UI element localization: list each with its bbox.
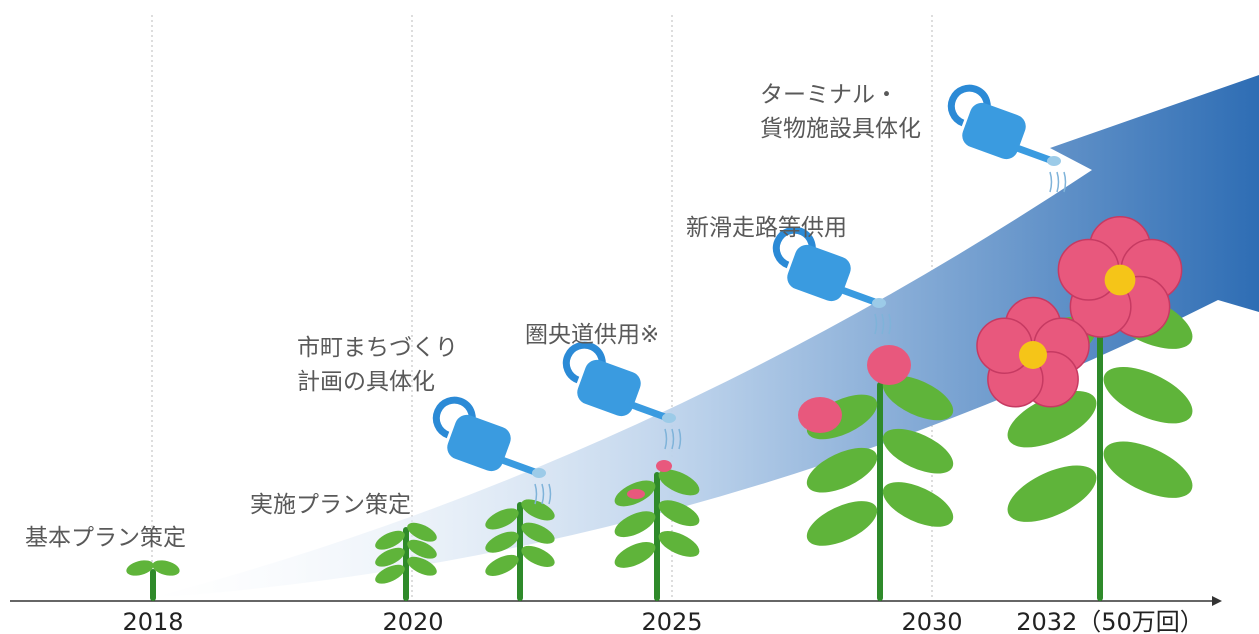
tick-label: 2032（50万回）: [1016, 608, 1204, 634]
tick-label: 2020: [382, 608, 443, 634]
milestone-label: 貨物施設具体化: [760, 116, 921, 142]
can-body: [959, 99, 1029, 162]
milestone-label: 基本プラン策定: [25, 525, 186, 551]
leaf: [999, 454, 1104, 534]
bloom: [867, 345, 911, 385]
milestone-label: 新滑走路等供用: [686, 215, 847, 241]
flower-center: [1105, 265, 1136, 296]
leaf: [655, 526, 703, 563]
bud: [627, 489, 645, 499]
tick-label: 2025: [641, 608, 702, 634]
water: [1050, 172, 1052, 192]
axis-arrowhead: [1212, 596, 1222, 606]
bud: [656, 460, 672, 472]
growth-diagram: 2018 2020 2025 2030 2032（50万回） 基本プラン策定 実施プラン策定…: [0, 0, 1259, 634]
leaf: [611, 537, 659, 574]
milestone-label: 計画の具体化: [297, 369, 435, 395]
water: [1064, 172, 1066, 192]
can-body: [444, 411, 514, 474]
flower-center: [1019, 341, 1047, 369]
milestone-label: 圏央道供用※: [525, 322, 659, 348]
can-body: [574, 356, 644, 419]
can-body: [784, 241, 854, 304]
illustrations: [125, 88, 1201, 598]
water: [1057, 172, 1059, 192]
can-spout: [632, 405, 665, 417]
milestone-label: ターミナル・: [760, 82, 898, 108]
milestone-label: 実施プラン策定: [250, 492, 411, 518]
tick-label: 2018: [122, 608, 183, 634]
can-rose: [532, 468, 546, 478]
can-rose: [1047, 156, 1061, 166]
milestone-label: 市町まちづくり: [297, 335, 458, 361]
can-rose: [872, 298, 886, 308]
can-spout: [842, 290, 875, 302]
can-spout: [1017, 148, 1050, 160]
leaf: [800, 492, 883, 555]
tick-label: 2030: [901, 608, 962, 634]
can-rose: [662, 413, 676, 423]
leaf: [518, 542, 557, 572]
can-spout: [502, 460, 535, 472]
bloom: [798, 397, 842, 433]
leaf: [482, 551, 521, 581]
leaf: [1095, 355, 1200, 435]
leaf: [1095, 430, 1200, 510]
leaf: [876, 473, 959, 536]
